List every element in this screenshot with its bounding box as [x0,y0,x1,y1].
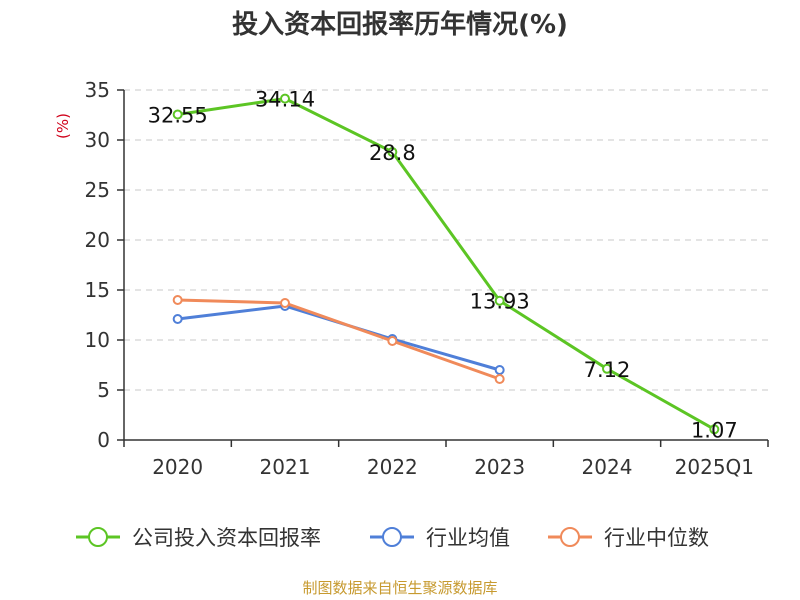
data-point [494,374,505,384]
legend-label: 公司投入资本回报率 [132,526,321,550]
legend-marker [88,527,108,547]
x-tick-label: 2021 [260,455,311,479]
data-point [387,147,398,157]
y-tick-label: 15 [85,278,110,302]
y-tick-label: 0 [97,428,110,452]
data-label: 32.55 [148,104,208,128]
y-tick-label: 20 [85,228,110,252]
data-point [494,295,505,306]
source-note: 制图数据来自恒生聚源数据库 [302,579,497,597]
data-label-layer: 32.55 34.14 28.8 13.93 7.12 1.07 [148,88,738,443]
data-label: 1.07 [691,418,738,442]
series-line [177,97,716,431]
y-tick-label: 30 [85,128,110,152]
data-label: 34.14 [255,88,315,112]
data-point [602,363,612,374]
y-tick-label: 25 [85,178,110,202]
data-point [280,298,290,308]
data-point [172,109,183,120]
y-tick-label: 10 [85,328,110,352]
data-label: 13.93 [470,290,530,314]
x-tick-label: 2020 [152,455,203,479]
legend-marker [560,527,580,547]
data-point [494,365,505,375]
x-tick-label: 2025Q1 [675,455,754,479]
x-tick-label: 2024 [582,455,633,479]
data-label: 7.12 [584,358,631,382]
x-tick-label: 2023 [474,455,525,479]
x-tick-label: 2022 [367,455,418,479]
data-point [280,93,290,104]
data-point [172,295,183,305]
series-layer [172,93,720,435]
legend-label: 行业均值 [426,526,510,550]
data-point [387,336,398,346]
legend-marker [382,527,402,547]
chart-title: 投入资本回报率历年情况(%) [232,9,568,40]
axis-layer: 0 5 10 15 20 25 30 35 2020 2021 2022 2023 2024 2025Q1 [85,78,769,479]
y-axis-unit-label: (%) [54,113,72,139]
data-point [709,424,720,435]
series-line [177,298,501,381]
data-label: 28.8 [369,141,416,165]
y-tick-label: 5 [97,378,110,402]
grid-layer [124,89,768,391]
y-tick-label: 35 [85,78,110,102]
legend-label: 行业中位数 [604,526,709,550]
legend: 公司投入资本回报率 行业均值 行业中位数 [76,526,709,550]
data-point [172,314,183,324]
